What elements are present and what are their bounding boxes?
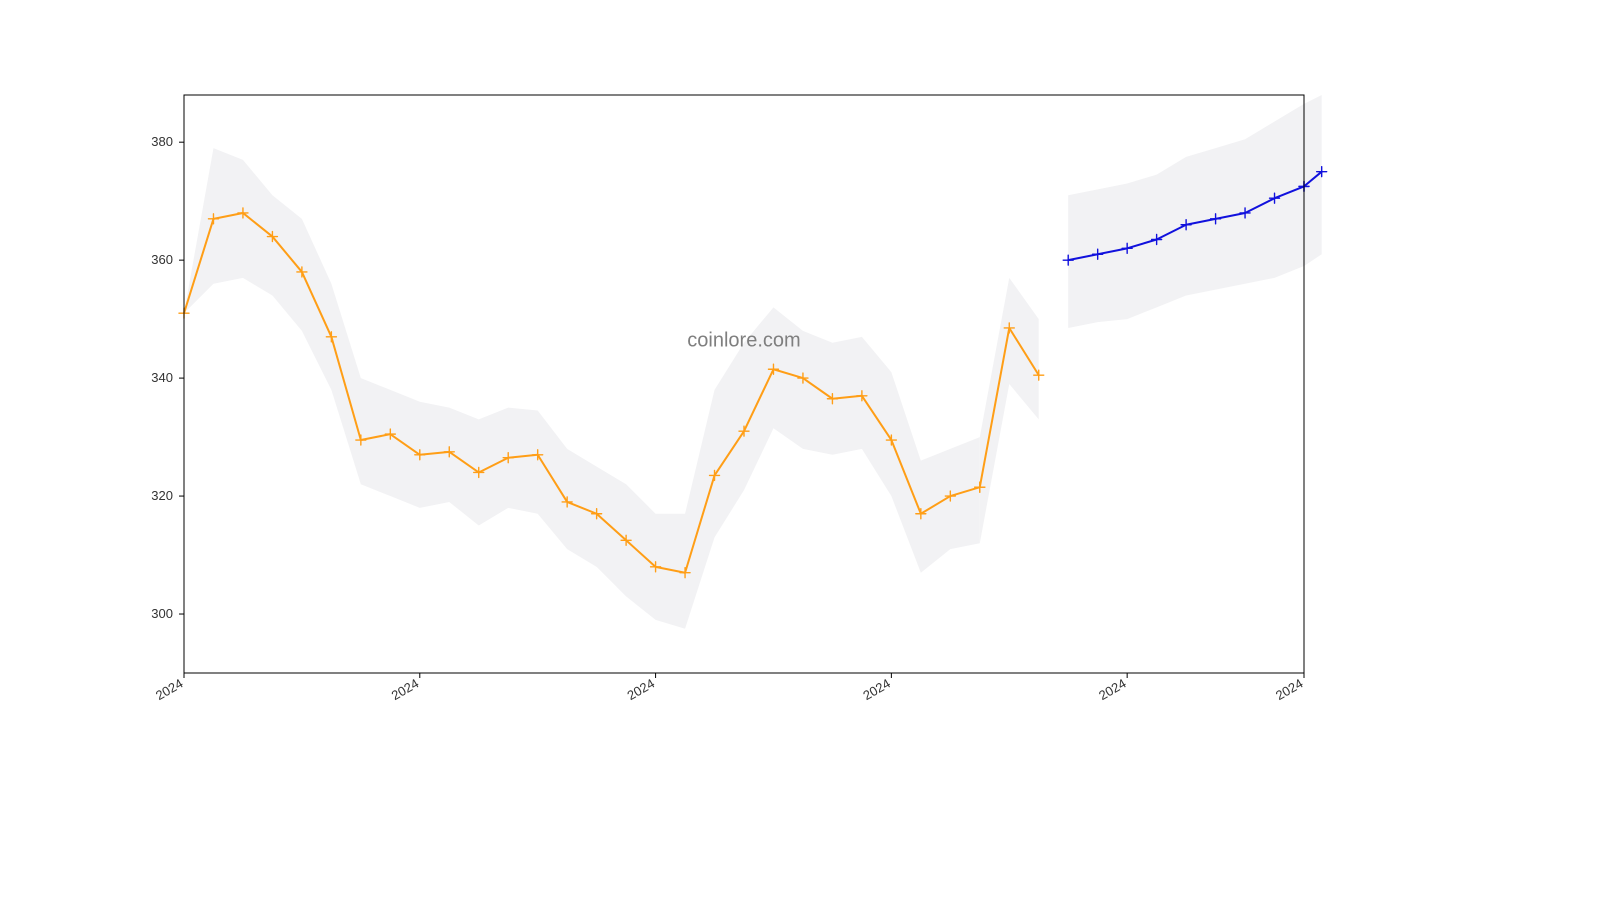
y-tick-label: 340 — [151, 370, 173, 385]
price-chart: coinlore.com3003203403603802024202420242… — [0, 0, 1600, 900]
y-tick-label: 360 — [151, 252, 173, 267]
confidence-band-forecast-end — [1304, 95, 1322, 266]
y-tick-label: 320 — [151, 488, 173, 503]
watermark: coinlore.com — [687, 329, 800, 351]
chart-svg: coinlore.com3003203403603802024202420242… — [0, 0, 1600, 900]
y-tick-label: 380 — [151, 134, 173, 149]
y-tick-label: 300 — [151, 606, 173, 621]
